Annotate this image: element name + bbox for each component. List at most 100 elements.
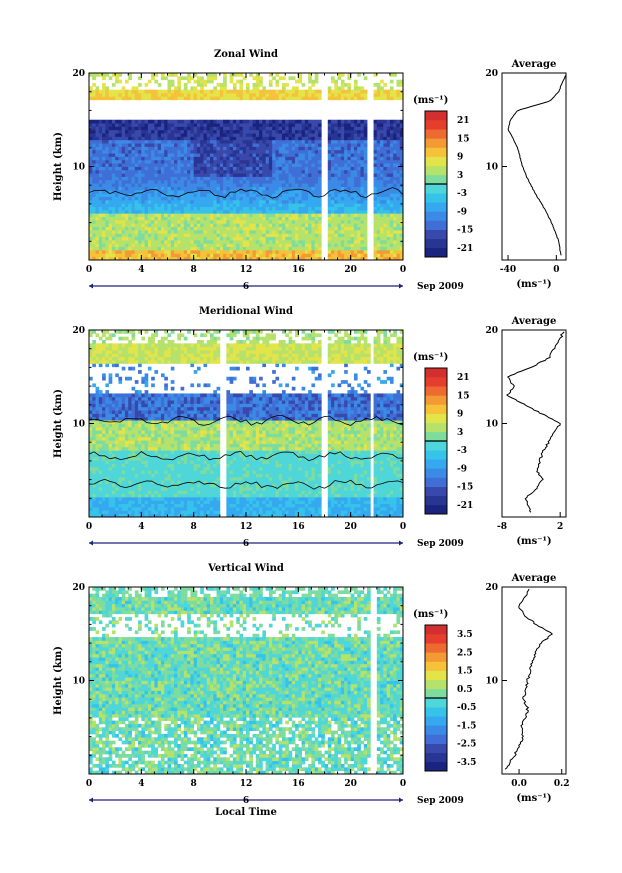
heatmap-cell	[252, 193, 257, 197]
heatmap-cell	[160, 183, 165, 187]
heatmap-cell	[347, 126, 352, 131]
heatmap-cell	[108, 146, 113, 151]
heatmap-cell	[115, 476, 119, 481]
heatmap-cell	[317, 256, 322, 261]
heatmap-cell	[105, 506, 110, 511]
heatmap-cell	[138, 89, 142, 94]
heatmap-cell	[124, 149, 129, 154]
heatmap-cell	[347, 146, 352, 151]
heatmap-cell	[232, 86, 237, 91]
heatmap-cell	[108, 423, 113, 428]
heatmap-cell	[131, 119, 136, 124]
heatmap-cell	[190, 223, 195, 228]
heatmap-cell	[393, 166, 397, 171]
heatmap-cell	[102, 163, 106, 167]
heatmap-cell	[187, 243, 191, 248]
heatmap-cell	[183, 223, 188, 228]
heatmap-cell	[249, 253, 253, 258]
heatmap-cell	[363, 153, 368, 157]
heatmap-cell	[108, 506, 113, 511]
heatmap-cell	[399, 226, 404, 231]
heatmap-cell	[275, 196, 280, 201]
heatmap-cell	[98, 356, 103, 361]
heatmap-cell	[108, 129, 113, 134]
heatmap-cell	[301, 139, 306, 144]
heatmap-cell	[111, 209, 116, 214]
heatmap-cell	[98, 336, 103, 341]
heatmap-cell	[344, 143, 348, 147]
heatmap-cell	[160, 173, 165, 177]
heatmap-cell	[347, 173, 352, 177]
heatmap-cell	[180, 186, 185, 191]
heatmap-cell	[124, 129, 129, 134]
heatmap-cell	[89, 413, 93, 418]
heatmap-cell	[340, 119, 345, 124]
heatmap-cell	[399, 79, 404, 84]
heatmap-cell	[89, 443, 93, 448]
heatmap-cell	[144, 246, 149, 251]
heatmap-cell	[314, 89, 319, 94]
heatmap-cell	[389, 249, 394, 254]
heatmap-cell	[350, 199, 355, 204]
heatmap-cell	[337, 243, 342, 248]
heatmap-cell	[124, 199, 129, 204]
heatmap-cell	[334, 219, 338, 224]
heatmap-cell	[275, 96, 280, 101]
heatmap-cell	[327, 179, 332, 184]
heatmap-cell	[389, 136, 394, 141]
heatmap-cell	[360, 213, 365, 217]
heatmap-cell	[144, 243, 149, 248]
heatmap-cell	[380, 239, 384, 244]
heatmap-cell	[108, 199, 113, 204]
heatmap-cell	[357, 143, 361, 147]
heatmap-cell	[111, 229, 116, 234]
heatmap-cell	[89, 453, 93, 458]
heatmap-cell	[340, 89, 345, 94]
heatmap-cell	[380, 159, 384, 164]
heatmap-cell	[203, 173, 208, 177]
heatmap-cell	[105, 473, 110, 478]
heatmap-cell	[115, 346, 119, 351]
heatmap-cell	[213, 219, 217, 224]
heatmap-cell	[118, 229, 123, 234]
heatmap-cell	[295, 226, 299, 231]
heatmap-cell	[383, 216, 388, 221]
heatmap-cell	[105, 343, 110, 348]
heatmap-cell	[327, 86, 332, 91]
heatmap-cell	[118, 400, 123, 404]
heatmap-cell	[357, 229, 361, 234]
heatmap-cell	[249, 223, 253, 228]
heatmap-cell	[118, 403, 123, 408]
heatmap-cell	[216, 123, 221, 127]
heatmap-cell	[311, 253, 316, 258]
heatmap-cell	[203, 186, 208, 191]
heatmap-cell	[393, 203, 397, 207]
heatmap-cell	[134, 236, 139, 241]
heatmap-cell	[268, 223, 273, 228]
heatmap-cell	[278, 223, 283, 228]
heatmap-cell	[105, 390, 110, 394]
heatmap-cell	[344, 189, 348, 194]
heatmap-cell	[164, 183, 168, 187]
heatmap-cell	[190, 169, 195, 174]
heatmap-cell	[360, 163, 365, 167]
heatmap-cell	[115, 156, 119, 161]
heatmap-cell	[281, 183, 286, 187]
heatmap-cell	[193, 86, 198, 91]
heatmap-cell	[102, 123, 106, 127]
heatmap-cell	[193, 253, 198, 258]
heatmap-cell	[210, 229, 214, 234]
heatmap-cell	[95, 233, 100, 238]
heatmap-cell	[177, 93, 181, 97]
colorbar-swatch	[425, 202, 447, 212]
heatmap-cell	[210, 193, 214, 197]
heatmap-cell	[180, 93, 185, 97]
heatmap-cell	[262, 146, 267, 151]
heatmap-cell	[190, 243, 195, 248]
heatmap-cell	[360, 126, 365, 131]
heatmap-cell	[350, 156, 355, 161]
heatmap-cell	[183, 169, 188, 174]
heatmap-cell	[95, 420, 100, 424]
heatmap-cell	[108, 476, 113, 481]
heatmap-cell	[157, 93, 162, 97]
